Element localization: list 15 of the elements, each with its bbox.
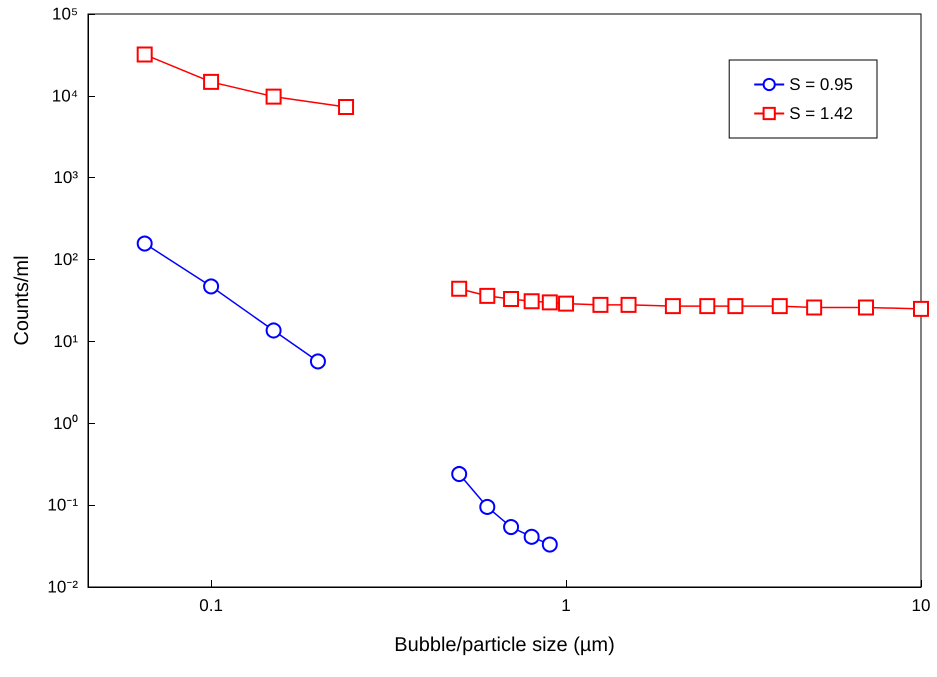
y-tick-label: 10⁻¹ bbox=[47, 496, 78, 515]
x-tick-label: 1 bbox=[561, 596, 571, 615]
y-tick-label: 10⁴ bbox=[52, 86, 78, 106]
x-axis-title: Bubble/particle size (µm) bbox=[394, 634, 615, 656]
y-tick-label: 10⁰ bbox=[53, 414, 78, 433]
y-tick-label: 10⁻² bbox=[47, 578, 78, 596]
legend-label: S = 1.42 bbox=[789, 104, 854, 123]
y-tick-label: 10³ bbox=[53, 168, 78, 188]
legend-label: S = 0.95 bbox=[789, 75, 854, 94]
x-tick-label: 0.1 bbox=[199, 596, 223, 615]
y-tick-label: 10¹ bbox=[53, 332, 78, 351]
y-tick-label: 10² bbox=[53, 250, 78, 270]
y-tick-label: 10⁵ bbox=[52, 4, 78, 24]
y-axis-title: Counts/ml bbox=[11, 255, 33, 346]
x-tick-label: 10 bbox=[912, 596, 930, 615]
